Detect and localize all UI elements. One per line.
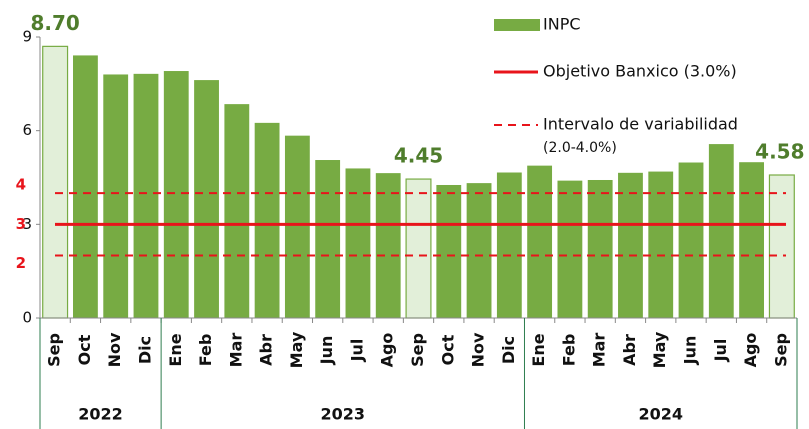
legend-label: Intervalo de variabilidad [543, 115, 738, 134]
bar [284, 135, 310, 318]
legend-label: Objetivo Banxico (3.0%) [543, 62, 737, 81]
x-tick-label: Sep [45, 333, 64, 367]
y-tick-label: 3 [22, 215, 32, 233]
bar [557, 180, 583, 318]
x-tick-label: Feb [196, 334, 215, 367]
legend-swatch [494, 19, 540, 31]
bar [496, 172, 522, 318]
legend-label: (2.0-4.0%) [543, 140, 617, 156]
bar [739, 162, 764, 318]
bar [768, 174, 795, 319]
bar [133, 73, 159, 318]
bar [527, 165, 553, 318]
bar [587, 179, 613, 318]
x-tick-label: Sep [408, 333, 427, 367]
bar [708, 144, 734, 318]
reference-label: 4 [16, 176, 26, 194]
x-tick-label: Feb [559, 334, 578, 367]
x-tick-label: Jul [347, 339, 366, 363]
x-tick-label: Ene [166, 333, 185, 366]
x-tick-label: Mar [590, 333, 609, 368]
x-tick-label: Jul [711, 339, 730, 363]
bar [73, 55, 98, 318]
x-tick-label: Dic [135, 336, 154, 364]
group-label: 2023 [321, 405, 366, 424]
group-label: 2022 [78, 405, 123, 424]
legend-label: INPC [543, 15, 581, 34]
bar [466, 183, 492, 318]
x-tick-label: Ago [741, 333, 760, 368]
y-tick-label: 6 [22, 121, 32, 139]
x-tick-label: Dic [499, 336, 518, 364]
x-tick-label: Nov [105, 332, 124, 367]
reference-label: 2 [16, 254, 26, 272]
x-tick-label: Mar [226, 333, 245, 368]
x-tick-label: Jun [681, 336, 700, 366]
x-tick-label: Oct [75, 334, 94, 365]
x-tick-label: May [287, 331, 306, 368]
value-label: 8.70 [30, 11, 79, 35]
bar [42, 45, 69, 319]
value-label: 4.45 [394, 144, 443, 168]
x-tick-label: Ago [378, 333, 397, 368]
reference-label: 3 [16, 215, 26, 233]
x-tick-label: Ene [529, 333, 548, 366]
bar [436, 184, 462, 318]
group-label: 2024 [638, 405, 683, 424]
bar [678, 162, 704, 318]
bar [103, 74, 129, 318]
bar [618, 172, 643, 318]
bar [254, 122, 280, 318]
y-tick-label: 0 [22, 309, 32, 327]
x-tick-label: Oct [438, 334, 457, 365]
bar [375, 173, 401, 318]
x-tick-label: Jun [317, 336, 336, 366]
bar [648, 171, 674, 318]
bar [224, 104, 250, 318]
y-tick-label: 9 [22, 28, 32, 46]
x-tick-label: May [650, 331, 669, 368]
value-label: 4.58 [755, 140, 804, 164]
bar [194, 80, 219, 318]
bar [405, 178, 432, 319]
bar [345, 168, 371, 318]
x-tick-label: Sep [771, 333, 790, 367]
x-tick-label: Abr [257, 334, 276, 366]
bar [315, 160, 341, 318]
x-tick-label: Abr [620, 334, 639, 366]
x-tick-label: Nov [469, 332, 488, 367]
bar [163, 71, 189, 318]
